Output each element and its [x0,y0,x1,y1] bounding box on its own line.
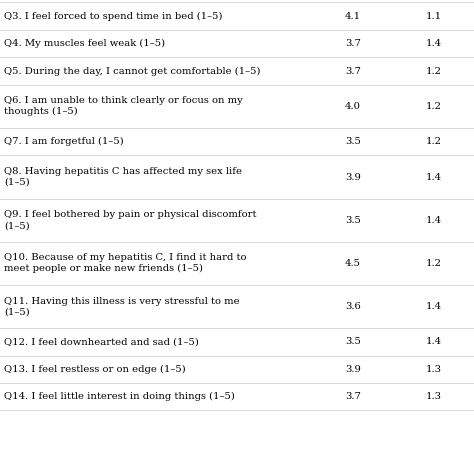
Text: Q3. I feel forced to spend time in bed (1–5): Q3. I feel forced to spend time in bed (… [4,11,222,21]
Text: 1.1: 1.1 [426,12,442,20]
Text: Q14. I feel little interest in doing things (1–5): Q14. I feel little interest in doing thi… [4,392,235,401]
Text: 3.7: 3.7 [345,39,361,48]
Text: 4.5: 4.5 [345,259,361,268]
Text: Q6. I am unable to think clearly or focus on my
thoughts (1–5): Q6. I am unable to think clearly or focu… [4,97,243,116]
Text: 1.4: 1.4 [426,337,442,346]
Text: Q4. My muscles feel weak (1–5): Q4. My muscles feel weak (1–5) [4,39,165,48]
Text: 3.5: 3.5 [345,216,361,225]
Text: 3.9: 3.9 [345,173,361,182]
Text: 3.7: 3.7 [345,392,361,401]
Text: 3.6: 3.6 [345,302,361,311]
Text: 1.2: 1.2 [426,137,442,146]
Text: 1.4: 1.4 [426,39,442,48]
Text: 1.2: 1.2 [426,67,442,75]
Text: 1.3: 1.3 [426,392,442,401]
Text: 1.4: 1.4 [426,302,442,311]
Text: Q9. I feel bothered by pain or physical discomfort
(1–5): Q9. I feel bothered by pain or physical … [4,210,256,230]
Text: 3.7: 3.7 [345,67,361,75]
Text: Q12. I feel downhearted and sad (1–5): Q12. I feel downhearted and sad (1–5) [4,337,199,346]
Text: 4.0: 4.0 [345,102,361,111]
Text: Q7. I am forgetful (1–5): Q7. I am forgetful (1–5) [4,137,124,146]
Text: 4.1: 4.1 [345,12,361,20]
Text: 1.4: 1.4 [426,173,442,182]
Text: Q13. I feel restless or on edge (1–5): Q13. I feel restless or on edge (1–5) [4,365,185,374]
Text: 1.2: 1.2 [426,259,442,268]
Text: 3.5: 3.5 [345,137,361,146]
Text: 3.5: 3.5 [345,337,361,346]
Text: Q10. Because of my hepatitis C, I find it hard to
meet people or make new friend: Q10. Because of my hepatitis C, I find i… [4,254,246,273]
Text: 3.9: 3.9 [345,365,361,374]
Text: 1.2: 1.2 [426,102,442,111]
Text: Q5. During the day, I cannot get comfortable (1–5): Q5. During the day, I cannot get comfort… [4,66,260,76]
Text: 1.4: 1.4 [426,216,442,225]
Text: Q8. Having hepatitis C has affected my sex life
(1–5): Q8. Having hepatitis C has affected my s… [4,167,242,187]
Text: Q11. Having this illness is very stressful to me
(1–5): Q11. Having this illness is very stressf… [4,297,239,316]
Text: 1.3: 1.3 [426,365,442,374]
